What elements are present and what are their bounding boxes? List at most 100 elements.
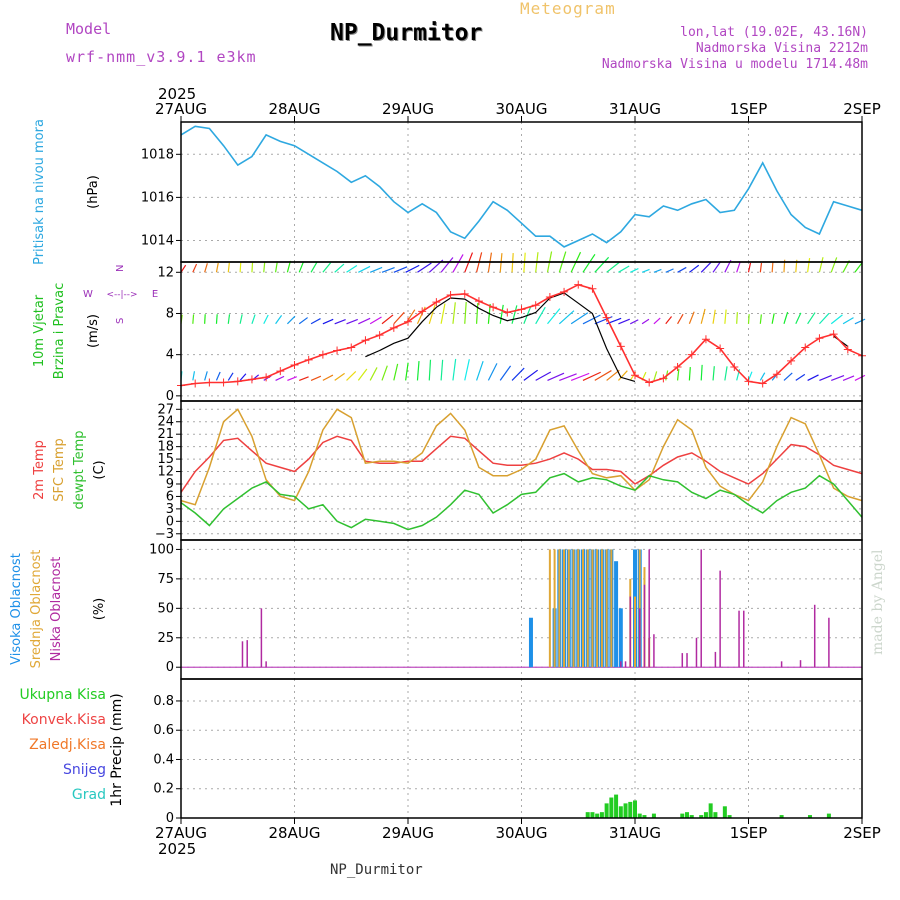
wind-barb	[665, 316, 673, 325]
precip-bar	[633, 800, 637, 818]
wind-barb	[204, 314, 206, 324]
cloud-bar-niska	[260, 608, 263, 668]
wind-barb	[286, 260, 291, 273]
temp-2m-line	[180, 435, 863, 493]
wind-barb	[747, 262, 752, 273]
wind-barb	[547, 308, 561, 325]
cloud-axis-label: (%)	[92, 598, 107, 621]
cloud-bar-srednja	[634, 596, 636, 668]
wind-barb	[239, 314, 243, 324]
y-tick-label: 0.6	[153, 723, 174, 738]
y-tick-label: 6	[166, 489, 174, 504]
wind-barb	[736, 261, 741, 273]
precip-bar	[680, 813, 685, 818]
wind-speed-marker	[701, 335, 710, 344]
precip-bar	[599, 812, 604, 818]
precip-bar	[595, 813, 600, 818]
panel-frame	[180, 678, 863, 819]
cloud-bar-srednja	[567, 549, 570, 668]
wind-barb	[334, 372, 345, 381]
wind-speed-marker	[744, 377, 753, 386]
precip-bar	[708, 803, 713, 818]
wind-barb	[700, 364, 703, 381]
wind-barb	[239, 262, 242, 273]
cloud-bar-niska	[620, 661, 622, 668]
wind-barb	[677, 266, 687, 273]
wind-speed-marker	[233, 377, 242, 386]
wind-speed-marker	[772, 370, 781, 379]
wind-barb	[712, 309, 716, 324]
wind-barb	[807, 374, 819, 381]
wind-speed-marker	[276, 367, 285, 376]
wind-barb	[440, 257, 454, 273]
wind-barb	[358, 317, 371, 325]
model-altitude-text: Nadmorska Visina u modelu 1714.48m	[601, 57, 868, 72]
wind-barb	[393, 266, 408, 273]
wind-speed-marker	[219, 378, 228, 387]
cloud-bar-visoka	[618, 608, 623, 668]
cloud-bar-srednja	[605, 549, 608, 668]
compass-label: <--|-->	[106, 290, 137, 300]
cloud-bar-niska	[828, 617, 830, 668]
wind-barb	[535, 371, 552, 381]
wind-barb	[831, 375, 845, 381]
wind-barb	[310, 261, 318, 273]
wind-gust-line	[365, 292, 849, 382]
wind-speed-marker	[588, 284, 597, 293]
wind-barb	[854, 374, 866, 381]
wind-barb	[771, 261, 774, 273]
wind-barb	[677, 313, 684, 325]
y-tick-label: 12	[157, 465, 174, 480]
wind-speed-marker	[489, 303, 498, 312]
y-tick-label: 3	[166, 502, 174, 517]
cloud-axis-label: Srednja Oblacnost	[29, 550, 44, 669]
precip-legend-item: Snijeg	[63, 762, 106, 778]
wind-speed-marker	[560, 287, 569, 296]
panel-frame	[180, 539, 863, 680]
cloud-bar-srednja	[600, 549, 603, 668]
wind-speed-marker	[829, 330, 838, 339]
wind-barb	[582, 254, 596, 273]
y-tick-label: 0	[166, 389, 174, 404]
wind-barb	[428, 304, 436, 324]
wind-barb	[819, 374, 832, 381]
cloud-bar-niska	[681, 653, 684, 668]
cloud-bar-niska	[743, 610, 745, 668]
precip-bar	[585, 812, 590, 818]
y-tick-label: 0	[166, 660, 174, 675]
wind-speed-marker	[347, 343, 356, 352]
wind-barb	[582, 314, 601, 325]
wind-speed-marker	[404, 317, 412, 326]
wind-barb	[594, 256, 610, 273]
cloud-bar-niska	[629, 596, 632, 668]
wind-barb	[204, 263, 208, 273]
wind-barb	[299, 376, 309, 381]
wind-barb	[239, 373, 247, 381]
wind-barb	[511, 367, 525, 381]
wind-barb	[700, 261, 712, 273]
wind-barb	[464, 301, 467, 324]
wind-barb	[759, 372, 766, 381]
wind-barb	[795, 373, 806, 381]
model-label: Model	[66, 20, 112, 38]
cloud-bar-niska	[700, 549, 702, 668]
wind-speed-marker	[375, 331, 384, 340]
y-tick-label: 0.4	[153, 752, 174, 767]
wind-barb	[689, 264, 700, 273]
precip-bar	[807, 815, 812, 818]
wind-barb	[653, 317, 661, 325]
model-name: wrf-nmm_v3.9.1 e3km	[66, 48, 257, 66]
wind-speed-marker	[659, 374, 668, 383]
wind-barb	[393, 311, 405, 325]
wind-barb	[535, 306, 546, 325]
cloud-bar-niska	[780, 661, 783, 668]
wind-barb	[263, 375, 272, 381]
y-tick-label: 50	[157, 601, 174, 616]
wind-speed-marker	[247, 375, 256, 384]
precip-legend-item: Konvek.Kisa	[22, 712, 106, 728]
panel-frame	[180, 261, 863, 402]
x-tick-label-bottom: 27AUG	[155, 824, 207, 842]
wind-barb	[358, 265, 371, 273]
coords-text: lon,lat (19.02E, 43.16N)	[680, 25, 868, 40]
wind-barb	[830, 314, 843, 325]
